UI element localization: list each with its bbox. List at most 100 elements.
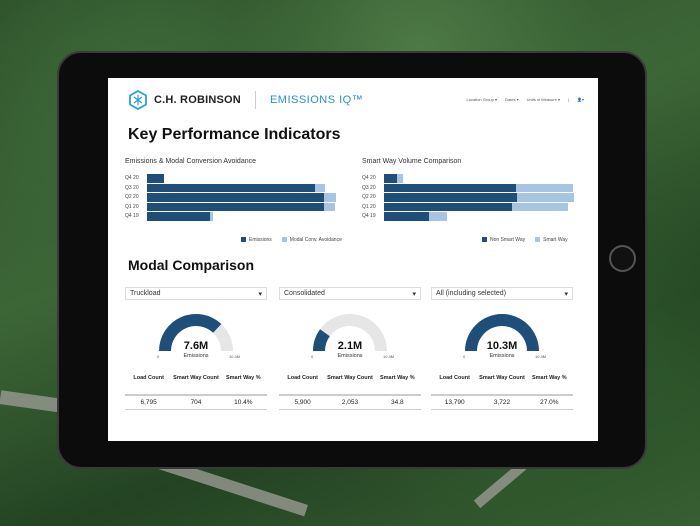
kpi-title: Key Performance Indicators <box>128 126 341 143</box>
table-header: Load Count Smart Way Count Smart Way % <box>279 375 421 391</box>
top-nav: Location Group ▾ Dates ▾ Units of Measur… <box>467 97 584 102</box>
bar-primary[interactable] <box>384 193 517 202</box>
emissions-gauge: 2.1M Emissions 0 10.3M <box>295 308 405 359</box>
nav-dates[interactable]: Dates ▾ <box>505 97 519 102</box>
bar-secondary[interactable] <box>516 183 573 192</box>
stats-table: Load Count Smart Way Count Smart Way % 13,… <box>431 375 573 410</box>
column-header: Smart Way % <box>225 375 261 381</box>
bar-secondary[interactable] <box>517 193 574 202</box>
bar-secondary[interactable] <box>429 212 447 221</box>
gauge-min: 0 <box>463 354 466 359</box>
table-cell: 2,053 <box>341 399 359 406</box>
y-tick-label: Q4 19 <box>125 213 139 219</box>
y-tick-label: Q3 20 <box>125 184 139 191</box>
bar-primary[interactable] <box>147 202 324 211</box>
bar-primary[interactable] <box>147 174 164 183</box>
bar-row <box>147 202 335 211</box>
dashboard-screen: C.H. ROBINSON EMISSIONS IQ™ Location Gro… <box>108 78 598 441</box>
stats-table: Load Count Smart Way Count Smart Way % 5,9… <box>279 375 421 410</box>
bar-row <box>384 202 568 211</box>
mode-select[interactable]: Truckload ▾ <box>125 287 267 300</box>
column-header: Smart Way Count <box>479 375 525 381</box>
legend-item: Smart Way <box>535 237 568 243</box>
y-tick-label: Q4 20 <box>362 175 376 181</box>
product-name: EMISSIONS IQ™ <box>269 94 364 106</box>
bar-secondary[interactable] <box>210 212 213 221</box>
table-cell: 5,900 <box>294 399 311 406</box>
emissions-gauge: 7.6M Emissions 0 10.3M <box>141 308 251 359</box>
nav-location-group[interactable]: Location Group ▾ <box>466 97 498 102</box>
gauge-value: 7.6M <box>183 340 209 352</box>
home-button[interactable] <box>609 245 636 272</box>
gauge-arc <box>465 314 539 351</box>
gauge-max: 10.3M <box>229 354 241 359</box>
bar-secondary[interactable] <box>512 202 568 211</box>
table-header: Load Count Smart Way Count Smart Way % <box>125 375 267 391</box>
brand-name: C.H. ROBINSON <box>154 94 241 106</box>
bar-row <box>147 174 164 183</box>
gauge-max: 10.3M <box>383 354 395 359</box>
legend: Non Smart Way Smart Way <box>482 237 568 243</box>
gauge-max: 10.3M <box>535 354 547 359</box>
gauge-fill <box>465 314 539 351</box>
column-header: Smart Way Count <box>173 375 219 381</box>
bar-primary[interactable] <box>384 183 516 192</box>
y-tick-label: Q3 20 <box>362 184 376 191</box>
bar-primary[interactable] <box>147 183 315 192</box>
chart-title: Emissions & Modal Conversion Avoidance <box>125 158 256 165</box>
bar-secondary[interactable] <box>397 174 403 183</box>
bar-row <box>147 183 325 192</box>
bar-primary[interactable] <box>384 174 397 183</box>
column-header: Load Count <box>287 375 318 381</box>
bar-primary[interactable] <box>384 202 512 211</box>
table-cell: 13,790 <box>444 399 465 406</box>
gauge-label: Emissions <box>183 353 209 359</box>
bar-row <box>384 212 447 221</box>
legend-item: Non Smart Way <box>482 237 525 243</box>
bar-primary[interactable] <box>147 212 210 221</box>
chart-title: Smart Way Volume Comparison <box>362 158 462 165</box>
gauge-value: 2.1M <box>337 340 363 352</box>
bar-row <box>384 183 573 192</box>
legend-item: Emissions <box>241 237 272 243</box>
chr-logo-icon <box>129 90 147 110</box>
bar-secondary[interactable] <box>324 193 336 202</box>
bar-primary[interactable] <box>147 193 324 202</box>
gauge-arc <box>159 314 233 351</box>
gauge-track <box>313 314 387 351</box>
gauge-value: 10.3M <box>486 340 518 352</box>
bar-row <box>147 193 336 202</box>
y-tick-label: Q2 20 <box>362 194 376 200</box>
mode-select[interactable]: All (including selected) ▾ <box>431 287 573 300</box>
column-header: Load Count <box>439 375 470 381</box>
gauge-fill <box>313 329 330 351</box>
stats-table: Load Count Smart Way Count Smart Way % 6,7… <box>125 375 267 410</box>
y-tick-label: Q2 20 <box>125 194 139 200</box>
column-header: Smart Way Count <box>327 375 373 381</box>
bar-secondary[interactable] <box>315 183 325 192</box>
table-cell: 10.4% <box>234 399 253 406</box>
mode-select[interactable]: Consolidated ▾ <box>279 287 421 300</box>
bar-row <box>384 174 403 183</box>
gauge-arc <box>313 314 387 351</box>
gauge-min: 0 <box>311 354 314 359</box>
bar-row <box>384 193 574 202</box>
nav-divider: | <box>567 97 569 102</box>
nav-units-of-measure[interactable]: Units of Measure ▾ <box>526 97 560 102</box>
modal-title: Modal Comparison <box>128 257 255 273</box>
caret-down-icon: ▾ <box>412 291 416 298</box>
user-menu[interactable]: 👤▾ <box>577 97 584 102</box>
bar-secondary[interactable] <box>324 202 335 211</box>
bar-primary[interactable] <box>384 212 429 221</box>
column-header: Smart Way % <box>379 375 415 381</box>
y-tick-label: Q4 19 <box>362 213 376 219</box>
table-cell: 34.8 <box>390 399 404 406</box>
bar-row <box>147 212 213 221</box>
caret-down-icon: ▾ <box>564 291 568 298</box>
column-header: Load Count <box>133 375 164 381</box>
table-cell: 27.0% <box>540 399 559 406</box>
y-tick-label: Q4 20 <box>125 175 139 181</box>
gauge-label: Emissions <box>489 353 515 359</box>
table-cell: 3,722 <box>493 399 511 406</box>
gauge-label: Emissions <box>337 353 363 359</box>
